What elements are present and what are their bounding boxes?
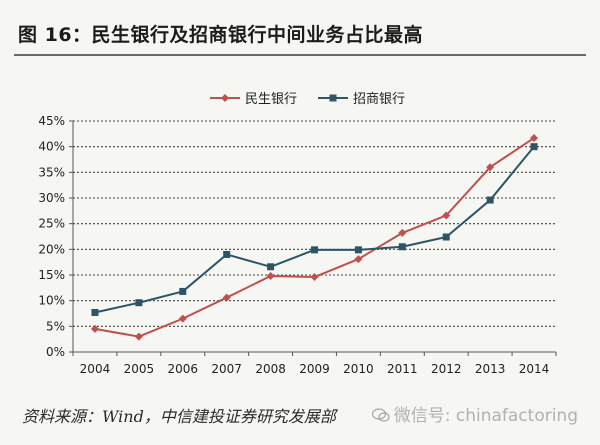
x-tick-label: 2010 — [343, 362, 374, 376]
series-line-1 — [95, 138, 534, 337]
y-tick-label: 10% — [38, 294, 65, 308]
legend-label: 招商银行 — [353, 92, 405, 107]
x-tick-label: 2007 — [211, 362, 242, 376]
x-tick-label: 2014 — [519, 362, 550, 376]
data-point — [267, 272, 275, 280]
data-point — [311, 246, 318, 253]
data-point — [179, 288, 186, 295]
data-point — [487, 197, 494, 204]
legend-marker — [330, 95, 337, 102]
y-tick-label: 40% — [38, 140, 65, 154]
x-tick-label: 2008 — [255, 362, 286, 376]
y-tick-label: 20% — [38, 242, 65, 256]
legend-marker — [221, 94, 229, 102]
y-tick-label: 45% — [38, 114, 65, 128]
y-tick-label: 35% — [38, 165, 65, 179]
data-point — [135, 299, 142, 306]
data-point — [267, 263, 274, 270]
x-tick-label: 2012 — [431, 362, 462, 376]
y-tick-label: 5% — [46, 319, 65, 333]
x-tick-label: 2013 — [475, 362, 506, 376]
y-tick-label: 0% — [46, 345, 65, 359]
x-tick-label: 2006 — [167, 362, 198, 376]
y-tick-label: 30% — [38, 191, 65, 205]
legend-label: 民生银行 — [245, 92, 297, 107]
data-point — [135, 333, 143, 341]
data-point — [355, 246, 362, 253]
data-point — [399, 243, 406, 250]
data-point — [443, 234, 450, 241]
x-tick-label: 2005 — [124, 362, 155, 376]
x-tick-label: 2009 — [299, 362, 330, 376]
wechat-icon — [372, 408, 390, 422]
y-tick-label: 15% — [38, 268, 65, 282]
watermark: 微信号: chinafactoring — [372, 401, 578, 426]
data-point — [531, 143, 538, 150]
watermark-text: 微信号: chinafactoring — [394, 406, 578, 426]
y-tick-label: 25% — [38, 217, 65, 231]
source-note: 资料来源：Wind，中信建投证券研究发展部 — [22, 403, 336, 427]
data-point — [179, 315, 187, 323]
data-point — [311, 273, 319, 281]
x-tick-label: 2011 — [387, 362, 418, 376]
data-point — [223, 251, 230, 258]
data-point — [91, 309, 98, 316]
series-line-2 — [95, 147, 534, 313]
x-tick-label: 2004 — [80, 362, 111, 376]
